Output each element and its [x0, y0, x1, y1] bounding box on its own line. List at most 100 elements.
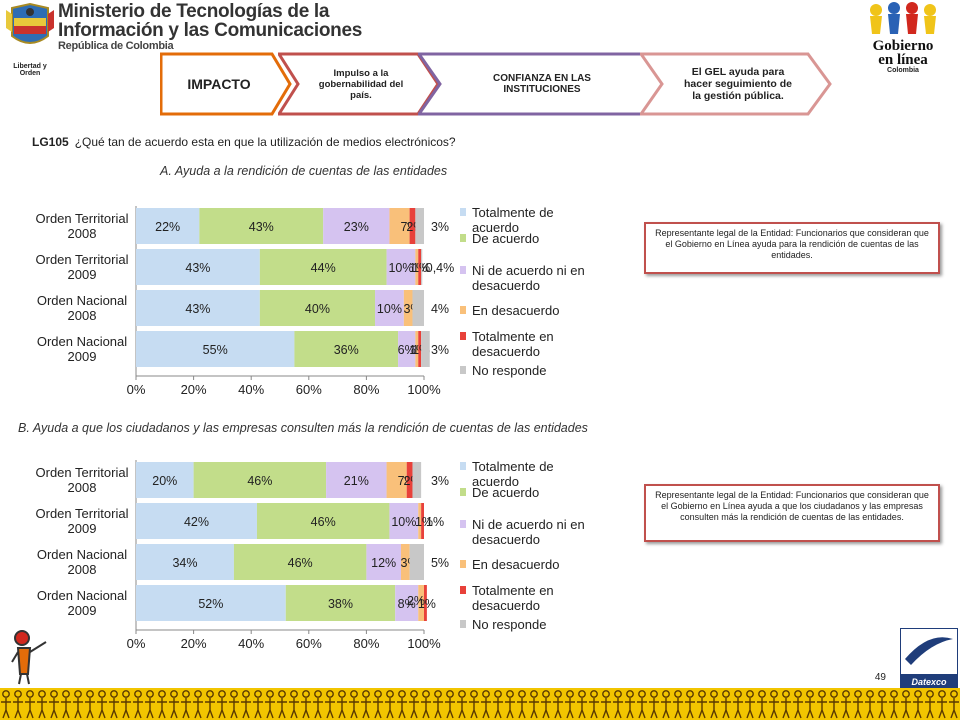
data-label: 12%: [371, 556, 396, 570]
data-label: 6%: [398, 343, 416, 357]
footer-figure-body: [913, 698, 923, 719]
data-label: 0,4%: [426, 261, 455, 275]
chevron-confianza-label: CONFIANZA EN LAS INSTITUCIONES: [493, 73, 591, 95]
footer-figure-icon: [410, 690, 418, 698]
data-label: 38%: [328, 597, 353, 611]
page-number: 49: [874, 672, 886, 683]
footer-figure-body: [325, 698, 335, 719]
footer-figure-body: [697, 698, 707, 719]
footer-figure-icon: [326, 690, 334, 698]
footer-figure-icon: [698, 690, 706, 698]
footer-figure-icon: [398, 690, 406, 698]
footer-figure-body: [877, 698, 887, 719]
data-label: 46%: [288, 556, 313, 570]
data-label: 52%: [198, 597, 223, 611]
footer-figure-icon: [482, 690, 490, 698]
bar-segment: [256, 503, 390, 539]
bar-segment: [403, 290, 413, 326]
category-label: Orden Nacional: [37, 293, 127, 308]
category-label: 2009: [68, 521, 97, 536]
x-tick-label: 40%: [238, 636, 264, 651]
footer-figure-icon: [278, 690, 286, 698]
bar-segment: [136, 544, 234, 580]
footer-figure-icon: [926, 690, 934, 698]
footer-figure-icon: [806, 690, 814, 698]
footer-figure-body: [625, 698, 635, 719]
x-tick-label: 0%: [127, 382, 146, 397]
category-label: Orden Nacional: [37, 547, 127, 562]
footer-figure-icon: [146, 690, 154, 698]
footer-figure-body: [805, 698, 815, 719]
footer-figure-icon: [50, 690, 58, 698]
footer-figure-icon: [878, 690, 886, 698]
footer-figure-body: [661, 698, 671, 719]
footer-figure-icon: [578, 690, 586, 698]
chevron-impacto-label: IMPACTO: [187, 76, 251, 92]
legend-swatch: [460, 234, 466, 242]
footer-figure-icon: [614, 690, 622, 698]
bar-segment: [386, 249, 416, 285]
footer-figures-band: [0, 688, 960, 720]
category-label: 2008: [68, 226, 97, 241]
footer-figure-icon: [254, 690, 262, 698]
footer-figure-body: [241, 698, 251, 719]
footer-figure-body: [865, 698, 875, 719]
bar-segment: [415, 249, 419, 285]
footer-figure-body: [613, 698, 623, 719]
legend-swatch: [460, 560, 466, 568]
footer-figure-icon: [110, 690, 118, 698]
category-label: Orden Territorial: [36, 506, 129, 521]
footer-figure-body: [121, 698, 131, 719]
footer-figure-body: [469, 698, 479, 719]
footer-figure-icon: [230, 690, 238, 698]
footer-figure-icon: [530, 690, 538, 698]
chevron-gel-ayuda-label: El GEL ayuda para hacer seguimiento de l…: [684, 66, 792, 102]
bar-segment: [400, 544, 410, 580]
footer-figure-icon: [74, 690, 82, 698]
footer-figure-body: [301, 698, 311, 719]
footer-figure-body: [349, 698, 359, 719]
footer-figure-icon: [302, 690, 310, 698]
category-label: 2008: [68, 308, 97, 323]
footer-figure-icon: [446, 690, 454, 698]
footer-figure-body: [841, 698, 851, 719]
footer-figure-body: [109, 698, 119, 719]
x-tick-label: 40%: [238, 382, 264, 397]
x-tick-label: 100%: [407, 636, 441, 651]
data-label: 42%: [184, 515, 209, 529]
x-tick-label: 20%: [181, 382, 207, 397]
data-label: 1%: [415, 515, 433, 529]
bar-segment: [193, 462, 327, 498]
footer-figure-icon: [242, 690, 250, 698]
crest-motto: Libertad y Orden: [13, 63, 47, 77]
footer-figure-body: [373, 698, 383, 719]
bar-segment: [398, 331, 416, 367]
data-label: 3%: [431, 474, 449, 488]
footer-figure-body: [37, 698, 47, 719]
bar-segment: [136, 462, 194, 498]
section-a-title: A. Ayuda a la rendición de cuentas de la…: [160, 164, 448, 178]
bar-segment: [412, 462, 422, 498]
category-label: Orden Territorial: [36, 252, 129, 267]
footer-figure-icon: [386, 690, 394, 698]
data-label: 36%: [334, 343, 359, 357]
footer-figure-icon: [206, 690, 214, 698]
data-label: 40%: [305, 302, 330, 316]
footer-figure-body: [193, 698, 203, 719]
footer-figure-icon: [566, 690, 574, 698]
footer-figure-icon: [650, 690, 658, 698]
category-label: Orden Nacional: [37, 334, 127, 349]
category-label: 2008: [68, 480, 97, 495]
footer-figure-body: [817, 698, 827, 719]
bar-segment: [421, 331, 430, 367]
legend-label: Totalmente en desacuerdo: [472, 583, 554, 613]
footer-figure-icon: [266, 690, 274, 698]
footer-figure-body: [709, 698, 719, 719]
chevron-gobernabilidad-label: Impulso a la gobernabilidad del país.: [318, 67, 404, 101]
footer-figure-body: [337, 698, 347, 719]
footer-figure-body: [685, 698, 695, 719]
legend-swatch: [460, 620, 466, 628]
data-label: 46%: [311, 515, 336, 529]
footer-figure-icon: [554, 690, 562, 698]
bar-segment: [199, 208, 324, 244]
